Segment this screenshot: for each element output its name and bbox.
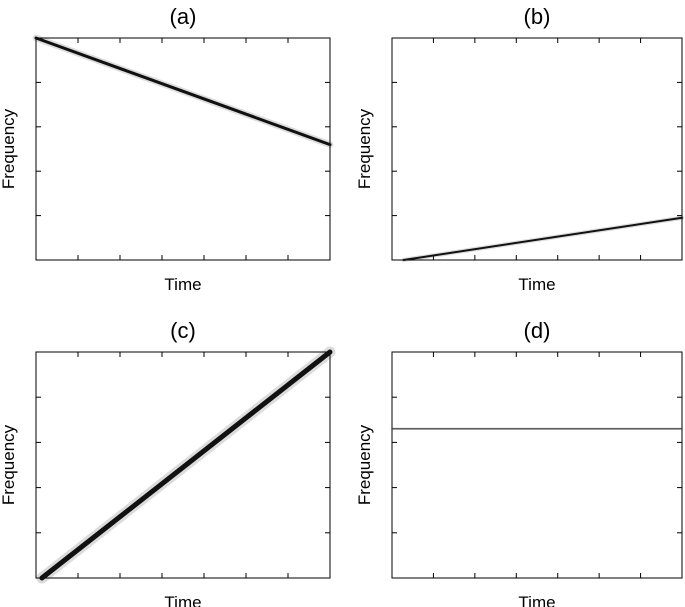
axes-frame <box>391 37 683 261</box>
subplot-title: (b) <box>524 4 551 29</box>
subplot-a: (a) Time Frequency <box>0 4 334 294</box>
series-line <box>34 36 332 147</box>
subplot-title: (d) <box>524 318 551 343</box>
axes-frame <box>35 37 331 261</box>
axes-frame <box>391 351 683 579</box>
subplot-title: (a) <box>170 4 197 29</box>
y-axis-label: Frequency <box>0 108 18 189</box>
y-axis-label: Frequency <box>355 424 374 505</box>
x-axis-label: Time <box>164 275 201 294</box>
x-axis-label: Time <box>518 275 555 294</box>
series-line <box>402 216 683 261</box>
subplot-d: (d) Time Frequency <box>355 318 684 607</box>
series-line <box>39 349 333 581</box>
subplot-title: (c) <box>170 318 196 343</box>
y-axis-label: Frequency <box>355 108 374 189</box>
y-axis-label: Frequency <box>0 424 18 505</box>
axes-frame <box>35 351 331 579</box>
x-axis-label: Time <box>518 593 555 607</box>
x-axis-label: Time <box>164 593 201 607</box>
subplot-b: (b) Time Frequency <box>355 4 685 294</box>
subplot-c: (c) Time Frequency <box>0 318 336 607</box>
